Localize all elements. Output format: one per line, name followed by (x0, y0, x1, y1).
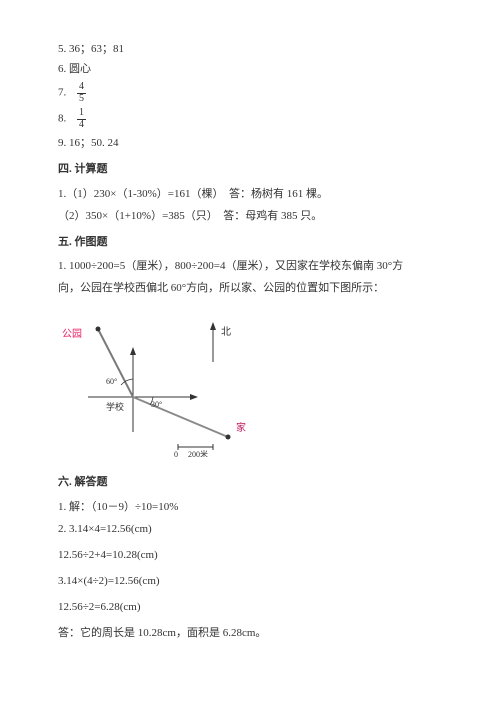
sec6-line1: 1. 解：（10－9）÷10=10% (58, 498, 442, 516)
axis-x-arrow (190, 394, 198, 400)
section-4-title: 四. 计算题 (58, 160, 442, 178)
sec6-line2: 2. 3.14×4=12.56(cm) (58, 520, 442, 538)
sec4-line1: 1.（1）230×（1-30%）=161（棵） 答：杨树有 161 棵。 (58, 185, 442, 203)
home-dot (226, 435, 231, 440)
sec5-line1: 1. 1000÷200=5（厘米），800÷200=4（厘米），又因家在学校东偏… (58, 257, 442, 275)
home-label: 家 (236, 421, 246, 434)
park-label: 公园 (62, 328, 82, 340)
answer-6: 6. 圆心 (58, 60, 442, 78)
home-line (133, 397, 228, 437)
answer-8: 8. 1 4 (58, 108, 442, 130)
angle-30: 30° (151, 400, 162, 409)
sec6-line5: 12.56÷2=6.28(cm) (58, 598, 442, 616)
section-6-title: 六. 解答题 (58, 473, 442, 491)
park-dot (96, 327, 101, 332)
north-label: 北 (221, 326, 231, 338)
answer-7: 7. 4 5 (58, 82, 442, 104)
scale-0: 0 (174, 450, 178, 457)
answer-8-prefix: 8. (58, 113, 66, 125)
scale-200: 200米 (188, 449, 208, 457)
fraction-7: 4 5 (77, 82, 86, 104)
sec6-line6: 答：它的周长是 10.28cm，面积是 6.28cm。 (58, 624, 442, 642)
fraction-7-den: 5 (77, 94, 86, 105)
sec6-line4: 3.14×(4÷2)=12.56(cm) (58, 572, 442, 590)
angle-60: 60° (106, 377, 117, 386)
diagram: 北 公园 家 60° 30° 学校 0 200米 (58, 307, 442, 463)
school-label: 学校 (106, 401, 124, 412)
answer-9: 9. 16；50. 24 (58, 134, 442, 152)
park-line (98, 329, 133, 397)
diagram-svg: 北 公园 家 60° 30° 学校 0 200米 (58, 307, 288, 457)
sec4-line2: （2）350×（1+10%）=385（只） 答：母鸡有 385 只。 (58, 207, 442, 225)
sec6-line3: 12.56÷2+4=10.28(cm) (58, 546, 442, 564)
fraction-8: 1 4 (77, 108, 86, 130)
north-arrowhead (210, 322, 216, 330)
section-5-title: 五. 作图题 (58, 233, 442, 251)
answer-7-prefix: 7. (58, 87, 66, 99)
fraction-8-den: 4 (77, 120, 86, 131)
answer-5: 5. 36；63；81 (58, 40, 442, 58)
sec5-line2: 向，公园在学校西偏北 60°方向，所以家、公园的位置如下图所示： (58, 279, 442, 297)
axis-y-arrow (130, 347, 136, 355)
